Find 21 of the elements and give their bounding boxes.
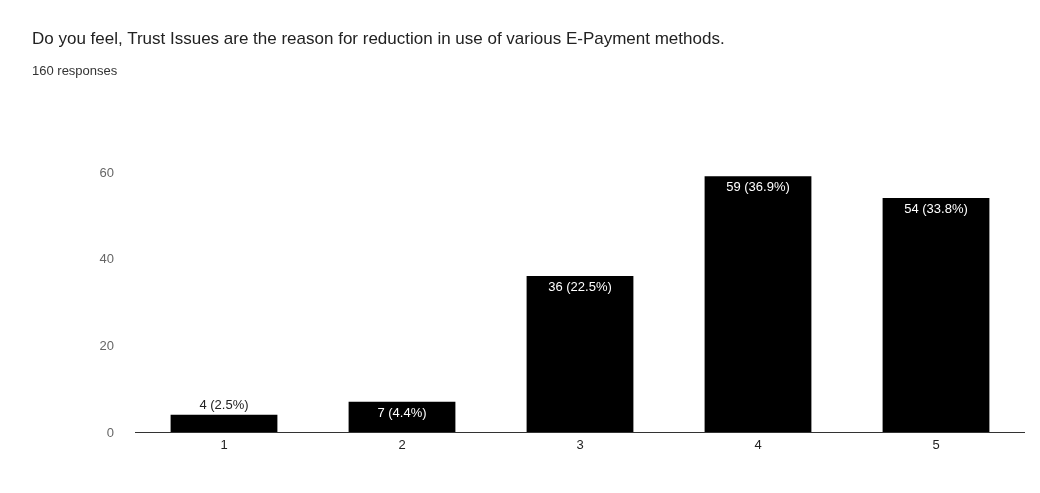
y-tick-label: 40 (99, 251, 114, 267)
data-label: 59 (36.9%) (726, 179, 790, 195)
x-tick-label: 3 (576, 436, 584, 452)
bar (348, 401, 456, 432)
bar (882, 198, 990, 432)
bar (704, 176, 812, 432)
bar (526, 276, 634, 432)
data-label: 4 (2.5%) (199, 396, 249, 412)
chart-subtitle: 160 responses (32, 63, 118, 78)
bar (170, 414, 278, 432)
y-tick-label: 20 (99, 337, 114, 353)
data-label: 7 (4.4%) (377, 404, 427, 420)
x-tick-label: 5 (932, 436, 940, 452)
chart-title: Do you feel, Trust Issues are the reason for reduction in use of various E-Payment methods. (32, 29, 725, 48)
data-label: 54 (33.8%) (904, 201, 968, 216)
y-tick-label: 60 (99, 164, 114, 180)
x-tick-label: 4 (754, 436, 762, 452)
y-tick-label: 0 (106, 424, 114, 440)
x-tick-label: 1 (220, 436, 228, 452)
x-tick-label: 2 (398, 436, 406, 452)
data-label: 36 (22.5%) (548, 279, 612, 294)
